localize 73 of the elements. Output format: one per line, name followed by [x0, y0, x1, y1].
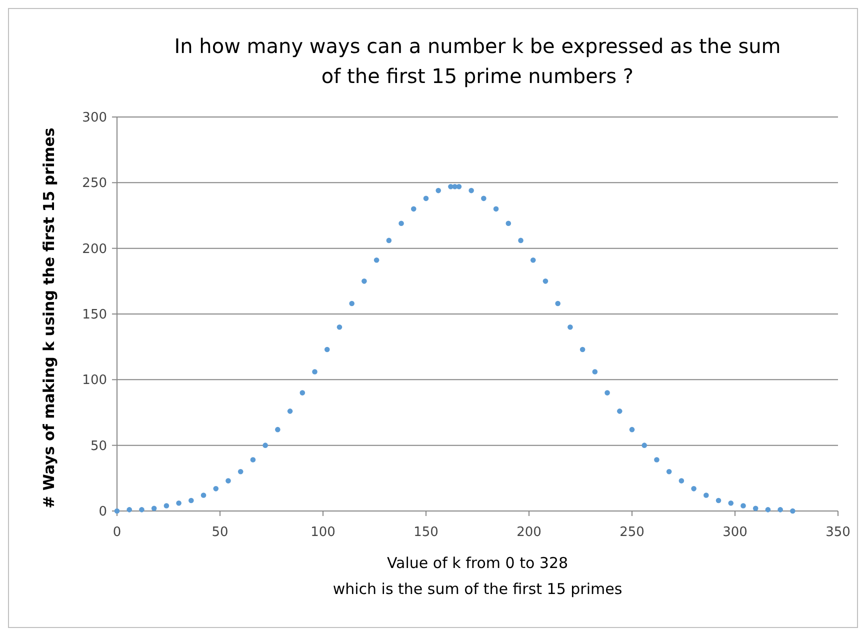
point	[778, 507, 783, 512]
x-tick-label: 250	[620, 525, 644, 540]
point	[704, 492, 709, 498]
y-tick-label: 300	[82, 110, 107, 126]
point	[666, 468, 672, 474]
x-tick-label: 0	[112, 525, 122, 540]
point	[126, 507, 132, 512]
point	[580, 346, 586, 352]
point	[200, 492, 206, 498]
point	[114, 508, 120, 514]
x-tick-label: 200	[516, 525, 542, 540]
y-tick-label: 0	[98, 504, 107, 520]
point	[374, 258, 380, 263]
point	[386, 238, 392, 244]
point	[654, 457, 660, 462]
point	[349, 300, 354, 306]
y-tick-label: 100	[82, 373, 107, 388]
point	[481, 196, 486, 202]
point	[568, 324, 573, 330]
point	[790, 508, 796, 514]
point	[324, 346, 330, 352]
x-tick-label: 350	[826, 525, 850, 540]
x-tick-label: 50	[212, 525, 228, 540]
x-tick-label: 100	[310, 525, 336, 540]
point	[275, 426, 280, 432]
x-tick-label: 150	[414, 525, 438, 540]
point	[410, 206, 416, 212]
point	[642, 442, 648, 448]
chart-title: In how many ways can a number k be expressed as the sum of the first 15 prime numbers ?	[174, 34, 781, 88]
point	[542, 278, 548, 284]
point	[423, 196, 429, 202]
x-axis-title: Value of k from 0 to 328 which is the sum of the first 15 primes	[332, 554, 622, 598]
point	[456, 184, 462, 190]
point	[506, 220, 512, 226]
point	[716, 498, 722, 504]
point	[604, 390, 610, 396]
point	[398, 220, 404, 226]
point	[740, 503, 746, 508]
point	[300, 390, 306, 396]
point	[728, 500, 734, 506]
point	[678, 478, 684, 484]
point	[312, 369, 318, 374]
point	[592, 369, 598, 374]
y-tick-label: 200	[82, 242, 107, 257]
point	[226, 478, 231, 484]
point	[616, 408, 622, 414]
point	[164, 503, 170, 508]
point	[436, 188, 442, 194]
point	[139, 507, 144, 512]
y-axis-title: # Ways of making k using the first 15 primes	[40, 128, 58, 508]
point	[250, 457, 256, 462]
x-tick-label: 300	[722, 525, 748, 540]
point	[362, 278, 367, 284]
point	[493, 206, 499, 212]
point	[287, 408, 293, 414]
y-tick-label: 50	[90, 438, 107, 454]
point	[765, 507, 771, 512]
point	[468, 188, 474, 194]
point	[691, 486, 696, 492]
point	[518, 238, 524, 244]
y-tick-label: 150	[82, 308, 107, 323]
point	[530, 258, 536, 263]
point	[188, 498, 194, 504]
y-tick-label: 250	[82, 176, 107, 192]
point	[238, 468, 244, 474]
point	[752, 506, 758, 512]
point	[213, 486, 219, 492]
point	[176, 500, 182, 506]
point	[629, 426, 635, 432]
point	[555, 300, 560, 306]
point	[151, 506, 157, 512]
point	[336, 324, 342, 330]
point	[262, 442, 268, 448]
